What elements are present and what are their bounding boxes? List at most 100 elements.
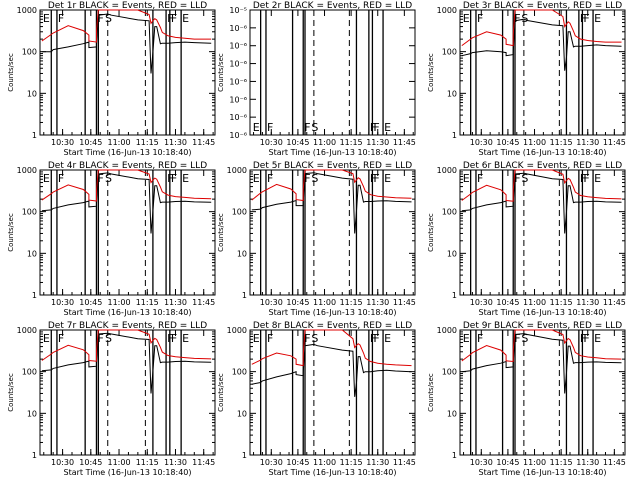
- y-tick-label: 10: [447, 409, 457, 418]
- plot-frame: [39, 169, 216, 296]
- x-tick-label: 11:45: [192, 138, 215, 147]
- x-tick-label: 11:15: [550, 298, 573, 307]
- flag-label: F: [373, 332, 379, 345]
- detector-panel-9: Det 9r BLACK = Events, RED = LLD 1 10 100 10…: [427, 321, 626, 477]
- x-tick-label: 11:00: [523, 458, 546, 467]
- y-axis-label: Counts/sec: [217, 213, 225, 252]
- x-tick-label: 11:45: [192, 298, 215, 307]
- flag-label: F: [514, 12, 520, 25]
- flag-label: F: [267, 172, 273, 185]
- y-tick-label: 1: [452, 131, 457, 140]
- x-tick-label: 10:30: [470, 298, 493, 307]
- flag-label: E: [43, 332, 50, 345]
- x-tick-label: 11:15: [340, 138, 363, 147]
- y-tick-label: 100: [22, 368, 37, 377]
- flag-label: S: [521, 332, 528, 345]
- x-tick-label: 10:45: [286, 458, 309, 467]
- flag-label: F: [370, 332, 376, 345]
- x-tick-label: 11:15: [136, 138, 159, 147]
- y-tick-label: 10: [27, 89, 37, 98]
- x-tick-label: 10:45: [286, 138, 309, 147]
- y-axis-label: Counts/sec: [427, 373, 435, 412]
- detector-panel-1: Det 1r BLACK = Events, RED = LLD 1 10 100 10…: [7, 1, 216, 157]
- plot-frame: [459, 9, 626, 136]
- flag-label: S: [105, 12, 112, 25]
- y-tick-label: 1000: [437, 326, 457, 335]
- y-tick-label: 1000: [17, 166, 37, 175]
- x-tick-label: 10:30: [51, 458, 74, 467]
- y-axis-label: Counts/sec: [217, 53, 225, 92]
- flag-label: F: [580, 172, 586, 185]
- x-tick-label: 10:45: [79, 298, 102, 307]
- panel-title: Det 7r BLACK = Events, RED = LLD: [48, 321, 207, 331]
- panel-title: Det 3r BLACK = Events, RED = LLD: [463, 1, 622, 11]
- x-tick-label: 10:30: [260, 138, 283, 147]
- y-tick-label: 100: [232, 368, 247, 377]
- x-tick-label: 10:30: [51, 138, 74, 147]
- y-tick-label: 1: [32, 131, 37, 140]
- x-tick-label: 11:00: [523, 298, 546, 307]
- x-tick-label: 11:15: [550, 458, 573, 467]
- flag-label: E: [463, 12, 470, 25]
- flag-label: E: [253, 332, 260, 345]
- flag-label: F: [167, 332, 173, 345]
- x-tick-label: 11:45: [603, 298, 626, 307]
- y-tick-label: 10: [237, 249, 247, 258]
- detector-panel-3: Det 3r BLACK = Events, RED = LLD 1 10 100 10…: [427, 1, 626, 157]
- flag-label: F: [304, 332, 310, 345]
- detector-panel-8: Det 8r BLACK = Events, RED = LLD 1 10 100 10…: [217, 321, 416, 477]
- flag-label: S: [521, 12, 528, 25]
- x-tick-label: 11:30: [366, 458, 389, 467]
- x-tick-label: 11:30: [576, 458, 599, 467]
- x-axis-label: Start Time (16-Jun-13 10:18:40): [269, 468, 397, 477]
- x-tick-label: 10:45: [496, 298, 519, 307]
- flag-label: F: [477, 172, 483, 185]
- y-tick-label: 10⁻⁵: [229, 6, 247, 15]
- x-tick-label: 10:30: [51, 298, 74, 307]
- lld-series-line: [461, 169, 622, 202]
- x-tick-label: 10:45: [79, 138, 102, 147]
- y-tick-label: 100: [442, 48, 457, 57]
- flag-label: F: [580, 332, 586, 345]
- x-tick-label: 10:45: [286, 298, 309, 307]
- y-tick-label: 1: [242, 451, 247, 460]
- x-axis-label: Start Time (16-Jun-13 10:18:40): [479, 468, 607, 477]
- panel-title: Det 2r BLACK = Events, RED = LLD: [253, 1, 412, 11]
- flag-label: S: [521, 172, 528, 185]
- lld-series-line: [41, 329, 212, 362]
- detector-panel-5: Det 5r BLACK = Events, RED = LLD 1 10 100 10…: [217, 161, 416, 317]
- flag-label: E: [384, 121, 391, 134]
- x-axis-label: Start Time (16-Jun-13 10:18:40): [479, 308, 607, 317]
- lld-series-line: [41, 9, 212, 43]
- y-tick-label: 10⁻⁶: [229, 42, 247, 51]
- x-tick-label: 10:30: [470, 458, 493, 467]
- plot-frame: [39, 329, 216, 456]
- flag-label: E: [463, 332, 470, 345]
- y-tick-label: 1: [452, 291, 457, 300]
- plot-frame: [249, 9, 416, 136]
- y-tick-label: 100: [232, 208, 247, 217]
- x-tick-label: 11:45: [393, 298, 416, 307]
- x-tick-label: 11:30: [164, 298, 187, 307]
- flag-label: S: [311, 332, 318, 345]
- y-tick-label: 10: [447, 249, 457, 258]
- x-tick-label: 10:45: [79, 458, 102, 467]
- flag-label: F: [167, 172, 173, 185]
- detector-panel-7: Det 7r BLACK = Events, RED = LLD 1 10 100 10…: [7, 321, 216, 477]
- y-tick-label: 10⁻⁶: [229, 113, 247, 122]
- lld-series-line: [251, 329, 412, 367]
- y-tick-label: 1000: [437, 6, 457, 15]
- x-tick-label: 11:00: [108, 458, 131, 467]
- flag-label: F: [370, 121, 376, 134]
- x-axis-label: Start Time (16-Jun-13 10:18:40): [479, 148, 607, 157]
- panel-title: Det 4r BLACK = Events, RED = LLD: [48, 161, 207, 171]
- x-tick-label: 11:45: [603, 138, 626, 147]
- x-tick-label: 11:15: [136, 298, 159, 307]
- x-axis-label: Start Time (16-Jun-13 10:18:40): [64, 148, 192, 157]
- plot-frame: [459, 169, 626, 296]
- flag-label: F: [97, 172, 103, 185]
- flag-label: E: [463, 172, 470, 185]
- x-tick-label: 11:45: [192, 458, 215, 467]
- y-tick-label: 10: [27, 409, 37, 418]
- flag-label: F: [514, 172, 520, 185]
